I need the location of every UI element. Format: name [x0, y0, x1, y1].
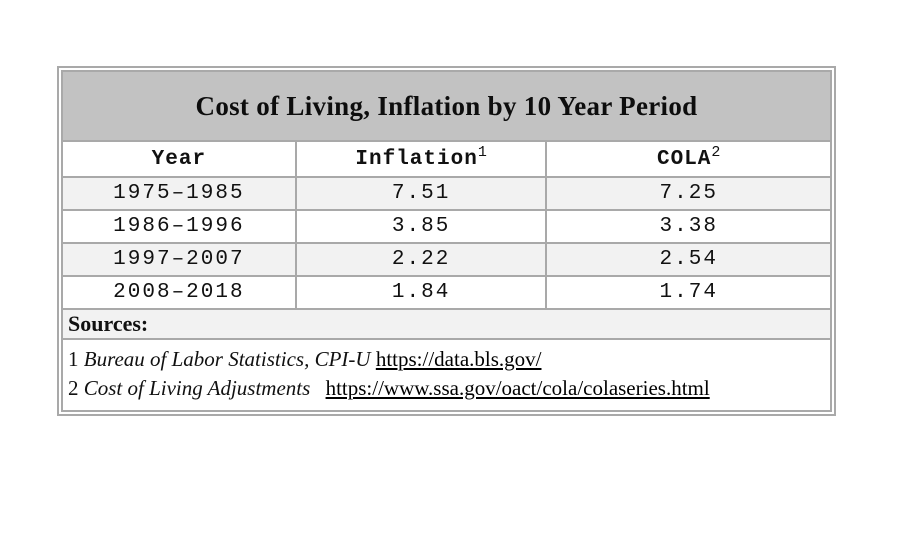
year-cell: 1997–2007 — [61, 242, 297, 277]
cola-cell: 7.25 — [545, 176, 832, 211]
cola-cell: 2.54 — [545, 242, 832, 277]
column-header-inflation-label: Inflation — [355, 147, 478, 171]
inflation-cell: 7.51 — [294, 176, 548, 211]
column-header-inflation: Inflation1 — [294, 140, 548, 178]
footnote-1-marker: 1 — [68, 347, 79, 371]
year-cell: 2008–2018 — [61, 275, 297, 310]
column-header-cola: COLA2 — [545, 140, 832, 178]
cost-of-living-table: Cost of Living, Inflation by 10 Year Per… — [57, 66, 836, 416]
cola-cell: 3.38 — [545, 209, 832, 244]
footnote-1-label: Bureau of Labor Statistics, CPI-U — [83, 347, 371, 371]
table-row: 1975–1985 7.51 7.25 — [61, 176, 832, 211]
footnote-2-label: Cost of Living Adjustments — [83, 376, 311, 400]
inflation-cell: 1.84 — [294, 275, 548, 310]
footnote-2: 2 Cost of Living Adjustments https://www… — [68, 374, 822, 403]
year-cell: 1975–1985 — [61, 176, 297, 211]
column-header-year-label: Year — [151, 147, 207, 171]
cola-cell: 1.74 — [545, 275, 832, 310]
column-header-cola-label: COLA — [657, 147, 712, 171]
header-row: Year Inflation1 COLA2 — [61, 140, 832, 178]
inflation-cell: 3.85 — [294, 209, 548, 244]
footnote-2-link[interactable]: https://www.ssa.gov/oact/cola/colaseries… — [325, 376, 710, 400]
footnotes-block: 1 Bureau of Labor Statistics, CPI-U http… — [61, 338, 832, 412]
footnote-1-link[interactable]: https://data.bls.gov/ — [375, 347, 542, 371]
table-row: 1997–2007 2.22 2.54 — [61, 242, 832, 277]
inflation-cell: 2.22 — [294, 242, 548, 277]
footnote-1: 1 Bureau of Labor Statistics, CPI-U http… — [68, 345, 822, 374]
sources-heading: Sources: — [61, 308, 832, 340]
footnote-ref-2: 2 — [711, 143, 721, 161]
table-row: 2008–2018 1.84 1.74 — [61, 275, 832, 310]
data-table: Cost of Living, Inflation by 10 Year Per… — [61, 70, 832, 412]
table-title: Cost of Living, Inflation by 10 Year Per… — [61, 70, 832, 142]
table-row: 1986–1996 3.85 3.38 — [61, 209, 832, 244]
footnote-2-marker: 2 — [68, 376, 79, 400]
footnote-ref-1: 1 — [477, 143, 487, 161]
column-header-year: Year — [61, 140, 297, 178]
year-cell: 1986–1996 — [61, 209, 297, 244]
